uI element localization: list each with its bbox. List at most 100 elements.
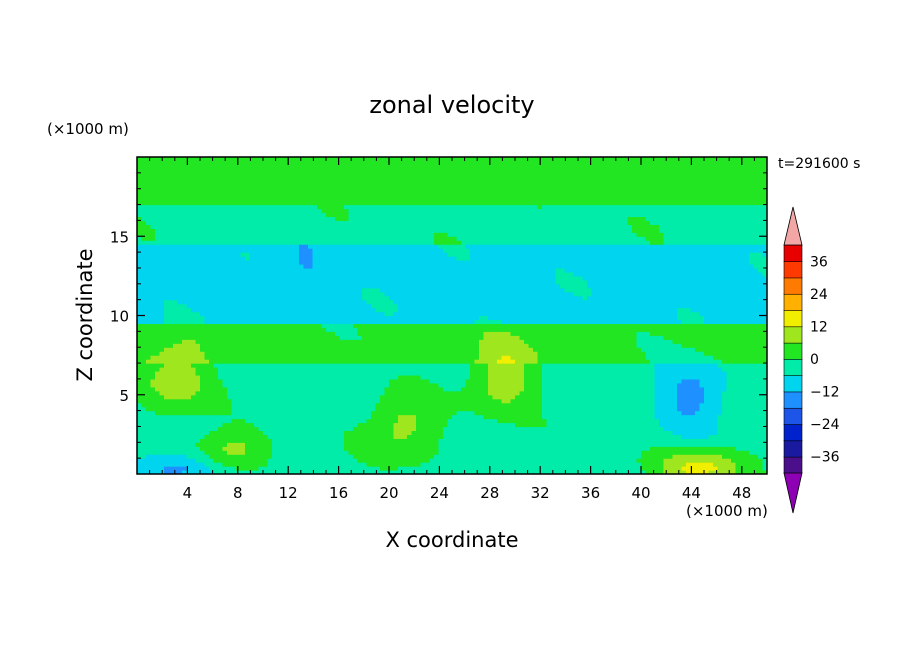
field-cell [375, 470, 381, 474]
field-cell [407, 331, 413, 336]
field-cell [326, 176, 332, 182]
field-cell [231, 319, 237, 325]
field-cell [267, 157, 273, 162]
field-cell [245, 200, 251, 206]
field-cell [141, 228, 147, 233]
field-cell [195, 315, 201, 321]
field-cell [222, 184, 228, 190]
field-cell [227, 327, 233, 332]
field-cell [222, 263, 228, 269]
field-cell [357, 414, 363, 420]
field-cell [281, 168, 287, 174]
field-cell [285, 188, 291, 194]
field-cell [357, 208, 363, 214]
field-cell [398, 351, 404, 356]
field-cell [312, 307, 318, 313]
field-cell [231, 168, 237, 174]
field-cell [195, 430, 201, 435]
field-cell [182, 303, 188, 309]
field-cell [290, 418, 296, 424]
field-cell [312, 275, 318, 281]
field-cell [344, 232, 350, 237]
field-cell [272, 279, 278, 285]
field-cell [182, 188, 188, 194]
field-cell [366, 470, 372, 474]
field-cell [290, 216, 296, 221]
field-cell [308, 291, 314, 297]
field-cell [375, 442, 381, 447]
field-cell [348, 438, 354, 443]
field-cell [236, 263, 242, 269]
field-cell [416, 406, 422, 412]
field-cell [177, 430, 183, 435]
field-cell [285, 374, 291, 380]
field-cell [236, 188, 242, 194]
field-cell [254, 359, 260, 364]
field-cell [164, 343, 170, 348]
field-cell [186, 434, 192, 439]
field-cell [258, 343, 264, 348]
field-cell [290, 458, 296, 463]
field-cell [330, 418, 336, 424]
field-cell [375, 216, 381, 221]
field-cell [204, 386, 210, 392]
field-cell [141, 236, 147, 241]
field-cell [236, 367, 242, 372]
field-cell [389, 299, 395, 305]
field-cell [186, 446, 192, 451]
field-cell [272, 263, 278, 269]
field-cell [290, 192, 296, 198]
field-cell [389, 398, 395, 404]
field-cell [222, 454, 228, 459]
field-cell [231, 470, 237, 474]
field-cell [236, 458, 242, 463]
field-cell [254, 232, 260, 237]
field-cell [303, 319, 309, 325]
field-cell [393, 311, 399, 317]
field-cell [240, 252, 246, 257]
field-cell [326, 283, 332, 289]
field-cell [137, 216, 143, 221]
field-cell [227, 315, 233, 321]
field-cell [245, 406, 251, 412]
field-cell [357, 398, 363, 404]
field-cell [263, 291, 269, 297]
field-cell [186, 458, 192, 463]
field-cell [258, 331, 264, 336]
field-cell [150, 204, 156, 210]
field-cell [362, 220, 368, 225]
field-cell [227, 164, 233, 170]
field-cell [326, 157, 332, 162]
field-cell [159, 260, 165, 265]
field-cell [294, 351, 300, 356]
field-cell [330, 164, 336, 170]
field-cell [195, 271, 201, 277]
field-cell [240, 327, 246, 332]
field-cell [411, 426, 417, 432]
field-cell [335, 168, 341, 174]
field-cell [258, 180, 264, 186]
field-cell [267, 172, 273, 178]
field-cell [204, 406, 210, 412]
field-cell [150, 454, 156, 459]
field-cell [357, 450, 363, 455]
field-cell [366, 176, 372, 182]
field-cell [317, 343, 323, 348]
field-cell [276, 446, 282, 451]
field-cell [222, 343, 228, 348]
field-cell [330, 236, 336, 241]
field-cell [195, 422, 201, 428]
field-cell [371, 256, 377, 261]
field-cell [312, 378, 318, 384]
field-cell [245, 434, 251, 439]
field-cell [402, 458, 408, 463]
field-cell [398, 164, 404, 170]
field-cell [272, 398, 278, 404]
field-cell [299, 228, 305, 233]
field-cell [339, 188, 345, 194]
field-cell [173, 466, 179, 471]
field-cell [384, 426, 390, 432]
field-cell [204, 414, 210, 420]
field-cell [344, 422, 350, 428]
field-cell [258, 279, 264, 285]
